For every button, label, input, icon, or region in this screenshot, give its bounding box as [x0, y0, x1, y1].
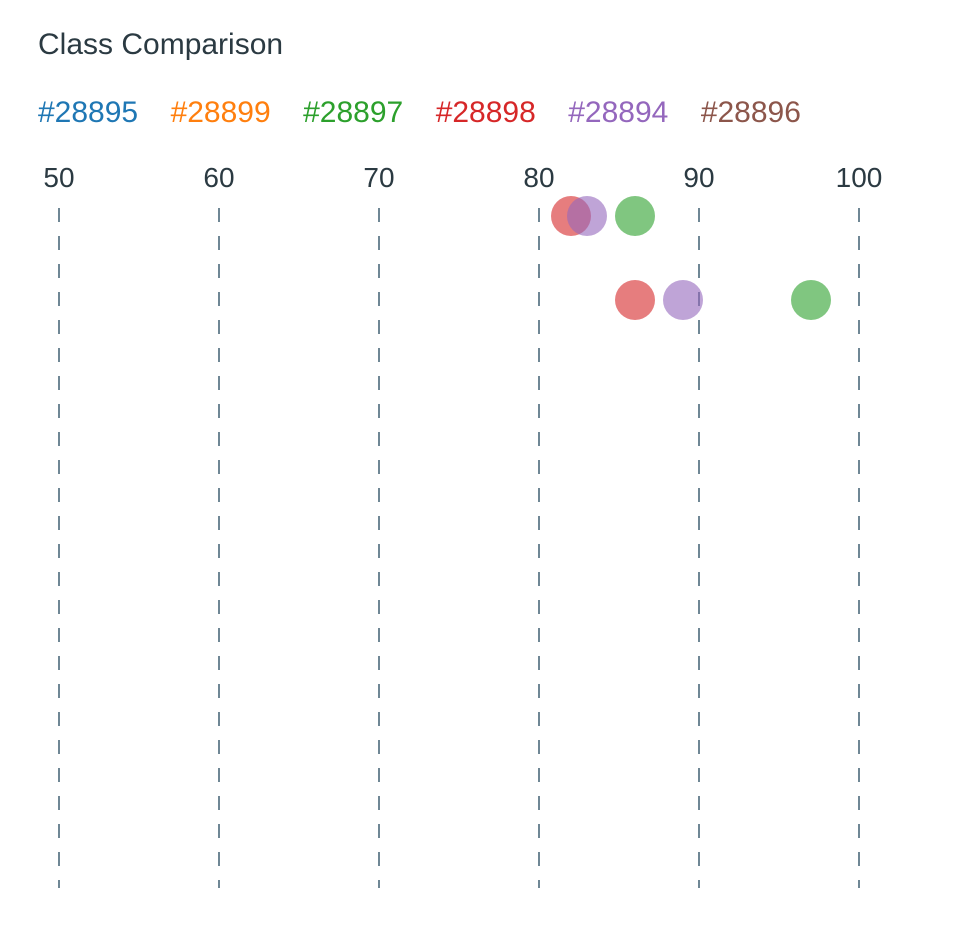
x-tick-label: 80 [523, 162, 554, 193]
x-tick-label: 60 [203, 162, 234, 193]
data-point-series-4[interactable] [567, 196, 607, 236]
chart-title: Class Comparison [38, 28, 284, 61]
x-tick-label: 70 [363, 162, 394, 193]
x-tick-label: 90 [683, 162, 714, 193]
legend-item-4[interactable]: #28894 [568, 96, 669, 129]
legend-item-2[interactable]: #28897 [303, 96, 404, 129]
data-point-series-3[interactable] [615, 280, 655, 320]
x-tick-label: 50 [43, 162, 74, 193]
legend-item-3[interactable]: #28898 [435, 96, 536, 129]
scatter-chart: 50 60 70 80 90 100 [43, 162, 883, 888]
data-point-series-4[interactable] [663, 280, 703, 320]
legend-item-0[interactable]: #28895 [38, 96, 139, 129]
legend: #28895 #28899 #28897 #28898 #28894 #2889… [38, 96, 829, 136]
legend-item-1[interactable]: #28899 [170, 96, 271, 129]
data-point-series-2[interactable] [615, 196, 655, 236]
data-point-series-2[interactable] [791, 280, 831, 320]
legend-item-5[interactable]: #28896 [700, 96, 801, 129]
x-tick-label: 100 [836, 162, 883, 193]
